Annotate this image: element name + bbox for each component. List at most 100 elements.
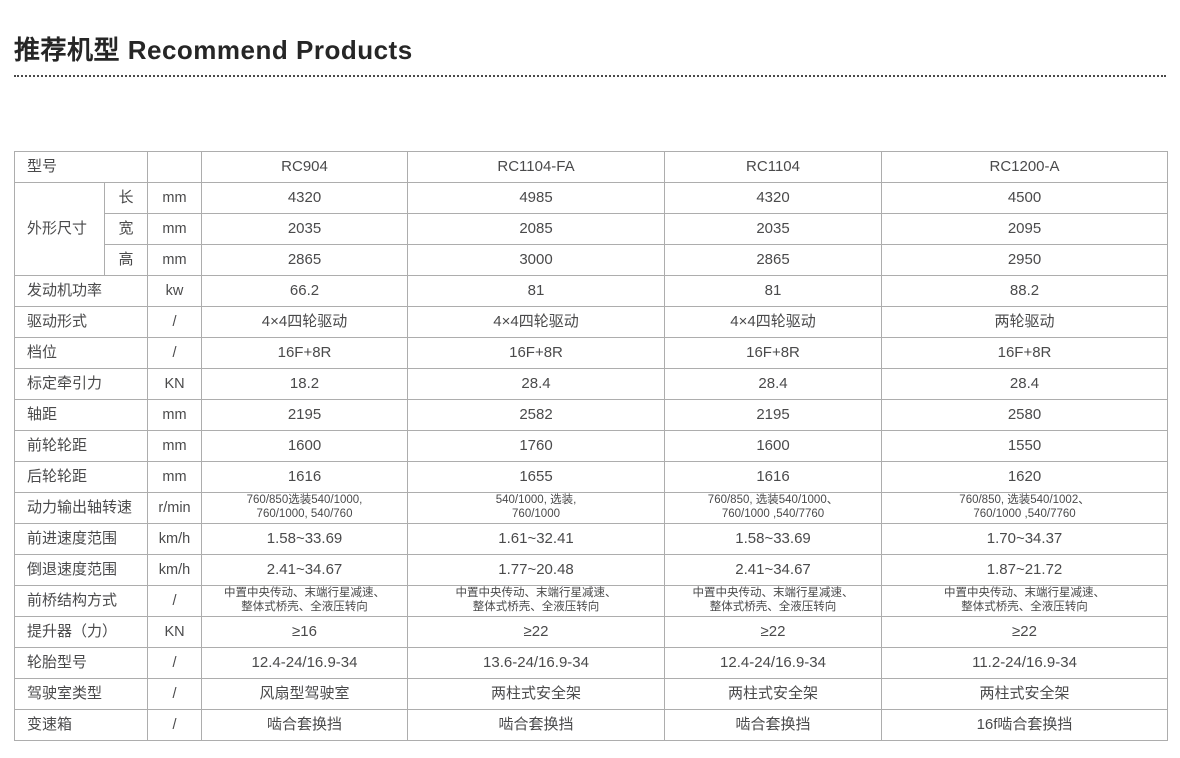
spec-row-label: 倒退速度范围 <box>13 554 149 586</box>
spec-row-label: 轴距 <box>13 399 149 431</box>
spec-value: 81 <box>664 275 883 307</box>
spec-value: 2.41~34.67 <box>201 554 409 586</box>
spec-value: 11.2-24/16.9-34 <box>881 647 1169 679</box>
spec-row: 驾驶室类型 / 风扇型驾驶室 两柱式安全架 两柱式安全架 两柱式安全架 <box>13 678 1169 710</box>
spec-table-body: 型号 RC904 RC1104-FA RC1104 RC1200-A 外形尺寸长 mm 432… <box>13 151 1169 741</box>
spec-value: 2195 <box>201 399 409 431</box>
spec-row: 发动机功率 kw 66.2 81 81 88.2 <box>13 275 1169 307</box>
spec-row: 档位/16F+8R 16F+8R 16F+8R 16F+8R <box>13 337 1169 369</box>
spec-value: 两柱式安全架 <box>407 678 666 710</box>
dimension-row: 高 mm 2865 3000 2865 2950 <box>15 244 1169 276</box>
spec-value: 1620 <box>881 461 1169 493</box>
unit-cell: / <box>147 709 203 741</box>
spec-table: 型号 RC904 RC1104-FA RC1104 RC1200-A 外形尺寸长 mm 432… <box>13 151 1169 741</box>
spec-row: 提升器（力） KN ≥16 ≥22 ≥22 ≥22 <box>13 616 1169 648</box>
dimension-group-label: 外形尺寸 <box>14 182 105 276</box>
model-row-unit-cell <box>147 151 203 183</box>
model-row-label: 型号 <box>13 151 149 183</box>
spec-value: 1760 <box>407 430 666 462</box>
spec-value: 2035 <box>664 213 883 245</box>
spec-value: 1616 <box>664 461 883 493</box>
spec-value: ≥22 <box>881 616 1169 648</box>
spec-value: 12.4-24/16.9-34 <box>201 647 409 679</box>
spec-value: 66.2 <box>201 275 409 307</box>
spec-value: 4320 <box>201 182 409 214</box>
spec-value: 啮合套换挡 <box>201 709 409 741</box>
spec-value: 18.2 <box>201 368 409 400</box>
unit-cell: / <box>147 678 203 710</box>
spec-row-label: 前轮轮距 <box>13 430 149 462</box>
spec-value: 中置中央传动、末端行星减速、 整体式桥壳、全液压转向 <box>407 585 666 617</box>
dimension-sub-label: 高 <box>103 244 149 276</box>
spec-value: 中置中央传动、末端行星减速、 整体式桥壳、全液压转向 <box>664 585 883 617</box>
spec-value: 88.2 <box>881 275 1169 307</box>
spec-value: ≥22 <box>664 616 883 648</box>
model-name: RC1200-A <box>881 151 1169 183</box>
spec-value: 中置中央传动、末端行星减速、 整体式桥壳、全液压转向 <box>201 585 409 617</box>
spec-row-label: 驾驶室类型 <box>13 678 149 710</box>
spec-value: 2085 <box>407 213 666 245</box>
unit-cell: kw <box>147 275 203 307</box>
spec-row-label: 档位 <box>13 337 149 369</box>
spec-value: 3000 <box>407 244 666 276</box>
spec-value: 2035 <box>201 213 409 245</box>
spec-value: 1655 <box>407 461 666 493</box>
spec-value: ≥22 <box>407 616 666 648</box>
spec-value: 1600 <box>664 430 883 462</box>
unit-cell: KN <box>147 616 203 648</box>
spec-value: 1.61~32.41 <box>407 523 666 555</box>
spec-value: 16F+8R <box>664 337 883 369</box>
spec-value: 两柱式安全架 <box>664 678 883 710</box>
spec-row-label: 标定牵引力 <box>13 368 149 400</box>
unit-cell: / <box>147 337 203 369</box>
spec-value: 中置中央传动、末端行星减速、 整体式桥壳、全液压转向 <box>881 585 1169 617</box>
spec-row: 动力输出轴转速 r/min 760/850选装540/1000, 760/1000,… <box>13 492 1169 524</box>
spec-row: 驱动形式/4×4四轮驱动 4×4四轮驱动 4×4四轮驱动 两轮驱动 <box>13 306 1169 338</box>
spec-row-label: 动力输出轴转速 <box>13 492 149 524</box>
spec-value: 13.6-24/16.9-34 <box>407 647 666 679</box>
model-name: RC1104 <box>664 151 883 183</box>
spec-row: 变速箱 / 啮合套换挡 啮合套换挡 啮合套换挡 16f啮合套换挡 <box>13 709 1169 741</box>
unit-cell: mm <box>147 182 203 214</box>
spec-value: 1616 <box>201 461 409 493</box>
spec-value: 16F+8R <box>881 337 1169 369</box>
spec-row-label: 驱动形式 <box>13 306 149 338</box>
model-header-row: 型号 RC904 RC1104-FA RC1104 RC1200-A <box>13 151 1169 183</box>
spec-value: 4×4四轮驱动 <box>664 306 883 338</box>
spec-value: 1.87~21.72 <box>881 554 1169 586</box>
spec-value: 风扇型驾驶室 <box>201 678 409 710</box>
spec-value: 16F+8R <box>201 337 409 369</box>
spec-row: 倒退速度范围 km/h 2.41~34.67 1.77~20.48 2.41~34.67… <box>13 554 1169 586</box>
spec-value: 4500 <box>881 182 1169 214</box>
dimension-sub-label: 宽 <box>103 213 149 245</box>
spec-value: 1.77~20.48 <box>407 554 666 586</box>
unit-cell: r/min <box>147 492 203 524</box>
spec-row-label: 前进速度范围 <box>13 523 149 555</box>
spec-value: 2095 <box>881 213 1169 245</box>
unit-cell: / <box>147 647 203 679</box>
spec-value: 540/1000, 选装, 760/1000 <box>407 492 666 524</box>
spec-row-label: 提升器（力） <box>13 616 149 648</box>
spec-value: 啮合套换挡 <box>664 709 883 741</box>
spec-value: 2865 <box>664 244 883 276</box>
model-name: RC1104-FA <box>407 151 666 183</box>
spec-value: 1.70~34.37 <box>881 523 1169 555</box>
model-name: RC904 <box>201 151 409 183</box>
unit-cell: mm <box>147 213 203 245</box>
spec-value: 2582 <box>407 399 666 431</box>
spec-value: ≥16 <box>201 616 409 648</box>
spec-row: 前桥结构方式 / 中置中央传动、末端行星减速、 整体式桥壳、全液压转向 中置中央传动、… <box>13 585 1169 617</box>
spec-value: 81 <box>407 275 666 307</box>
spec-value: 16f啮合套换挡 <box>881 709 1169 741</box>
unit-cell: / <box>147 585 203 617</box>
spec-row-label: 变速箱 <box>13 709 149 741</box>
spec-value: 28.4 <box>664 368 883 400</box>
spec-row: 标定牵引力 KN 18.2 28.4 28.4 28.4 <box>13 368 1169 400</box>
spec-row: 轮胎型号/12.4-24/16.9-34 13.6-24/16.9-34 12.4-… <box>13 647 1169 679</box>
spec-value: 12.4-24/16.9-34 <box>664 647 883 679</box>
spec-row-label: 后轮轮距 <box>13 461 149 493</box>
spec-value: 2580 <box>881 399 1169 431</box>
unit-cell: mm <box>147 399 203 431</box>
spec-row-label: 轮胎型号 <box>13 647 149 679</box>
